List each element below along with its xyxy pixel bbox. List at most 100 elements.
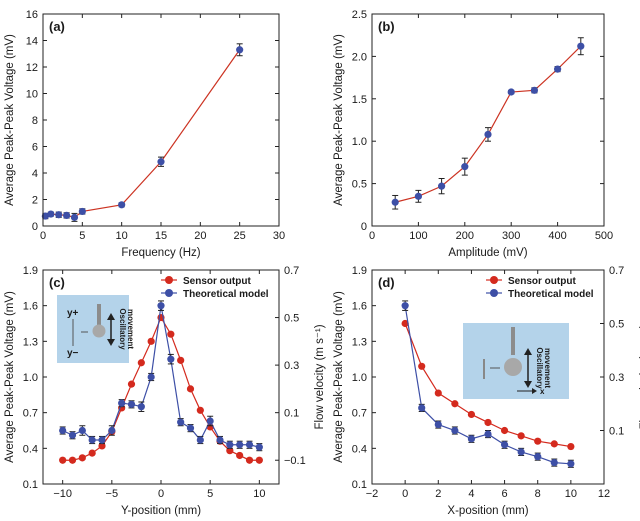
data-point <box>236 46 244 54</box>
data-point <box>550 440 558 448</box>
plot-frame <box>42 13 280 227</box>
y-tick-label: 12 <box>26 62 38 74</box>
data-point <box>55 211 63 219</box>
data-point <box>108 426 116 435</box>
inset-label: movement <box>126 309 135 349</box>
data-point <box>68 456 77 464</box>
data-point <box>451 426 459 435</box>
data-point <box>118 201 126 209</box>
data-point <box>401 302 409 310</box>
data-point <box>391 198 399 206</box>
y2-tick-label: 0.7 <box>609 265 624 277</box>
y-tick-label: 0 <box>361 221 367 233</box>
y-tick-label: 1.3 <box>23 336 38 348</box>
data-point <box>467 435 476 443</box>
data-point <box>507 88 515 96</box>
data-point <box>98 442 106 450</box>
x-tick-label: 4 <box>468 488 474 500</box>
data-point <box>63 211 71 219</box>
x-tick-label: −10 <box>53 488 72 500</box>
inset-label: y+ <box>67 308 79 319</box>
x-tick-label: 12 <box>598 488 610 500</box>
data-point <box>418 404 426 412</box>
y-tick-label: 0.7 <box>23 408 38 420</box>
x-axis-label: Amplitude (mV) <box>448 247 527 259</box>
y-tick-label: 0.7 <box>352 408 367 420</box>
data-point <box>196 436 204 444</box>
data-point <box>206 417 214 425</box>
y2-axis-label: Flow velocity (m s⁻¹) <box>314 324 326 429</box>
series-line <box>395 45 582 203</box>
y-tick-label: 1.9 <box>352 265 367 277</box>
panel-a: 0 5 10 15 20 25 30 0 2 4 6 8 10 12 14 16 Frequency (Hz) A… <box>4 9 285 259</box>
data-point <box>451 400 459 408</box>
x-tick-label: 5 <box>79 230 85 242</box>
data-point <box>236 451 244 460</box>
x-tick-label: 8 <box>535 488 541 500</box>
data-point <box>147 373 155 381</box>
data-point <box>401 319 409 328</box>
data-point <box>500 441 509 449</box>
data-point <box>59 456 67 464</box>
data-point <box>118 399 126 407</box>
y-tick-label: 2.5 <box>352 9 367 21</box>
x-tick-label: −5 <box>106 488 119 500</box>
data-point <box>98 436 106 444</box>
legend-swatch-marker <box>490 289 498 297</box>
y-tick-label: 14 <box>26 36 38 48</box>
y-tick-label: 1.3 <box>352 336 367 348</box>
data-point <box>147 337 155 345</box>
y-tick-label: 1.9 <box>23 265 38 277</box>
data-point <box>554 65 562 73</box>
y-axis-label: Average Peak-Peak Voltage (mV) <box>333 34 345 206</box>
data-point <box>157 158 165 166</box>
data-point <box>517 432 525 440</box>
data-point <box>177 418 185 426</box>
y-tick-label: 1.0 <box>23 372 38 384</box>
inset-label: Oscillatory <box>535 347 544 389</box>
data-point <box>47 210 55 218</box>
data-point <box>78 454 86 462</box>
x-tick-label: 0 <box>369 230 375 242</box>
x-tick-label: 25 <box>234 230 246 242</box>
data-point <box>167 330 175 338</box>
y-axis-label: Average Peak-Peak Voltage (mV) <box>333 291 345 463</box>
y-tick-label: 0.5 <box>352 179 367 191</box>
x-tick-label: 20 <box>194 230 206 242</box>
legend-swatch-marker <box>165 276 173 284</box>
data-point <box>78 426 86 435</box>
data-point <box>78 207 86 216</box>
inset-label: movement <box>543 348 552 388</box>
y-tick-label: 1.0 <box>352 136 367 148</box>
inset-stem <box>511 327 515 355</box>
data-point <box>226 441 234 449</box>
x-axis-label: Y-position (mm) <box>121 505 201 517</box>
inset-arrow-head <box>524 381 532 388</box>
y-tick-label: 1.6 <box>23 301 38 313</box>
panel-label: (d) <box>378 275 395 290</box>
y2-tick-label: 0.3 <box>284 360 299 372</box>
data-point <box>245 456 254 464</box>
y2-tick-label: 0.5 <box>609 319 624 331</box>
legend-label: Theoretical model <box>183 289 269 300</box>
legend-label: Sensor output <box>183 276 251 287</box>
x-tick-label: 30 <box>273 230 285 242</box>
data-point <box>137 403 145 411</box>
data-point <box>484 430 492 438</box>
y-tick-label: 10 <box>26 89 38 101</box>
data-point <box>68 431 77 439</box>
y-tick-label: 1.6 <box>352 301 367 313</box>
x-axis-label: Frequency (Hz) <box>121 247 200 259</box>
inset-arrow-head <box>524 348 532 355</box>
y-tick-label: 0.4 <box>352 443 367 455</box>
y-tick-label: 16 <box>26 9 38 21</box>
y2-tick-label: 0.1 <box>609 426 624 438</box>
y-tick-label: 1.0 <box>352 372 367 384</box>
x-tick-label: 400 <box>548 230 566 242</box>
x-tick-label: 5 <box>207 488 213 500</box>
inset-x-arrow-head <box>532 388 537 394</box>
inset-label: y− <box>67 348 79 359</box>
data-point <box>567 442 575 451</box>
